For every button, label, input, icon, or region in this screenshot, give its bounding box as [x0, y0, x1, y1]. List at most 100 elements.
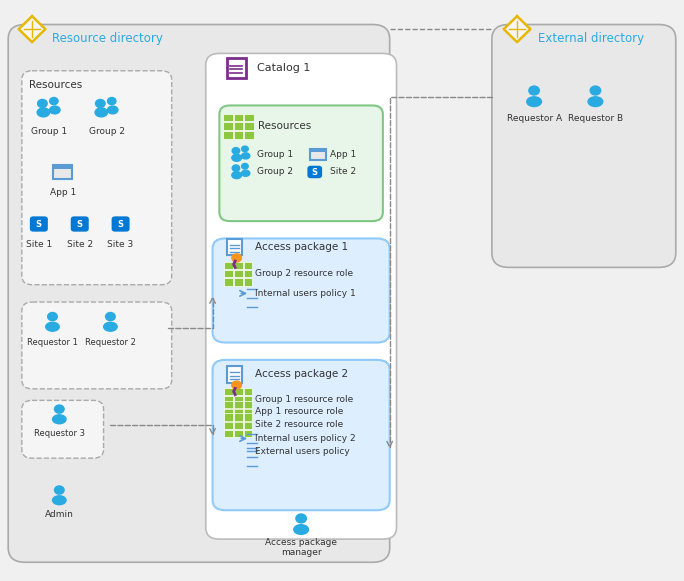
Circle shape — [50, 98, 58, 105]
FancyBboxPatch shape — [244, 113, 254, 121]
FancyBboxPatch shape — [224, 430, 233, 437]
FancyBboxPatch shape — [22, 302, 172, 389]
Circle shape — [590, 86, 601, 95]
Circle shape — [55, 486, 64, 494]
FancyBboxPatch shape — [224, 401, 233, 408]
Text: Site 2: Site 2 — [330, 167, 356, 177]
FancyBboxPatch shape — [234, 278, 243, 285]
Text: App 1 resource role: App 1 resource role — [255, 407, 343, 417]
FancyBboxPatch shape — [70, 216, 89, 232]
FancyBboxPatch shape — [224, 262, 233, 269]
Text: Requestor 1: Requestor 1 — [27, 338, 78, 347]
Ellipse shape — [232, 155, 241, 162]
Circle shape — [232, 148, 239, 154]
Text: Admin: Admin — [45, 510, 74, 519]
FancyBboxPatch shape — [244, 417, 252, 424]
FancyBboxPatch shape — [224, 422, 233, 429]
FancyBboxPatch shape — [53, 165, 73, 169]
FancyBboxPatch shape — [244, 278, 252, 285]
Ellipse shape — [104, 322, 117, 331]
Circle shape — [232, 254, 241, 262]
Text: Group 1: Group 1 — [31, 127, 67, 136]
FancyBboxPatch shape — [234, 123, 243, 130]
Text: S: S — [77, 220, 83, 229]
Ellipse shape — [241, 153, 250, 159]
FancyBboxPatch shape — [30, 216, 48, 232]
FancyBboxPatch shape — [234, 430, 243, 437]
FancyBboxPatch shape — [224, 113, 233, 121]
FancyBboxPatch shape — [244, 262, 252, 269]
Ellipse shape — [53, 415, 66, 424]
FancyBboxPatch shape — [227, 239, 242, 256]
FancyBboxPatch shape — [244, 388, 252, 395]
FancyBboxPatch shape — [227, 366, 242, 383]
FancyBboxPatch shape — [213, 360, 390, 510]
FancyBboxPatch shape — [307, 166, 322, 178]
FancyBboxPatch shape — [234, 413, 243, 421]
Circle shape — [296, 514, 306, 523]
FancyBboxPatch shape — [234, 388, 243, 395]
Text: Resource directory: Resource directory — [53, 33, 163, 45]
Polygon shape — [18, 16, 45, 42]
FancyBboxPatch shape — [234, 417, 243, 424]
FancyBboxPatch shape — [234, 401, 243, 408]
Text: External directory: External directory — [538, 33, 644, 45]
FancyBboxPatch shape — [224, 278, 233, 285]
FancyBboxPatch shape — [111, 216, 129, 232]
Text: App 1: App 1 — [49, 188, 76, 197]
FancyBboxPatch shape — [220, 106, 383, 221]
Text: Group 1: Group 1 — [257, 150, 293, 159]
Text: Group 2 resource role: Group 2 resource role — [255, 268, 353, 278]
FancyBboxPatch shape — [244, 123, 254, 130]
FancyBboxPatch shape — [234, 262, 243, 269]
FancyBboxPatch shape — [22, 71, 172, 285]
FancyBboxPatch shape — [234, 131, 243, 139]
Circle shape — [105, 313, 115, 321]
FancyBboxPatch shape — [234, 404, 243, 411]
Text: Requestor A: Requestor A — [507, 114, 562, 123]
FancyBboxPatch shape — [234, 422, 243, 429]
FancyBboxPatch shape — [224, 413, 233, 421]
Text: S: S — [312, 168, 318, 177]
Text: Access package 1: Access package 1 — [256, 242, 349, 252]
Polygon shape — [503, 16, 530, 42]
Ellipse shape — [293, 525, 308, 535]
FancyBboxPatch shape — [310, 149, 326, 160]
Text: Site 3: Site 3 — [107, 240, 134, 249]
FancyBboxPatch shape — [244, 409, 252, 416]
FancyBboxPatch shape — [224, 409, 233, 416]
FancyBboxPatch shape — [234, 270, 243, 277]
Ellipse shape — [588, 97, 603, 106]
FancyBboxPatch shape — [244, 413, 252, 421]
FancyBboxPatch shape — [213, 238, 390, 343]
FancyBboxPatch shape — [244, 396, 252, 403]
FancyBboxPatch shape — [206, 53, 397, 539]
Circle shape — [241, 146, 248, 152]
FancyBboxPatch shape — [244, 422, 252, 429]
FancyBboxPatch shape — [53, 165, 73, 179]
Text: Internal users policy 1: Internal users policy 1 — [255, 289, 356, 298]
Text: Group 1 resource role: Group 1 resource role — [255, 394, 353, 404]
FancyBboxPatch shape — [234, 113, 243, 121]
Text: Group 2: Group 2 — [89, 127, 125, 136]
FancyBboxPatch shape — [8, 24, 390, 562]
Ellipse shape — [37, 108, 49, 117]
FancyBboxPatch shape — [224, 404, 233, 411]
FancyBboxPatch shape — [244, 131, 254, 139]
Circle shape — [38, 99, 47, 107]
Text: S: S — [36, 220, 42, 229]
Text: Group 2: Group 2 — [257, 167, 293, 177]
Ellipse shape — [46, 322, 60, 331]
FancyBboxPatch shape — [244, 430, 252, 437]
FancyBboxPatch shape — [244, 401, 252, 408]
Ellipse shape — [527, 97, 542, 106]
Text: App 1: App 1 — [330, 150, 356, 159]
Ellipse shape — [49, 106, 60, 114]
FancyBboxPatch shape — [492, 24, 676, 267]
Text: Resources: Resources — [29, 80, 82, 90]
FancyBboxPatch shape — [224, 417, 233, 424]
Text: Catalog 1: Catalog 1 — [257, 63, 311, 73]
Text: S: S — [118, 220, 124, 229]
Text: Site 2 resource role: Site 2 resource role — [255, 420, 343, 429]
Circle shape — [96, 99, 105, 107]
